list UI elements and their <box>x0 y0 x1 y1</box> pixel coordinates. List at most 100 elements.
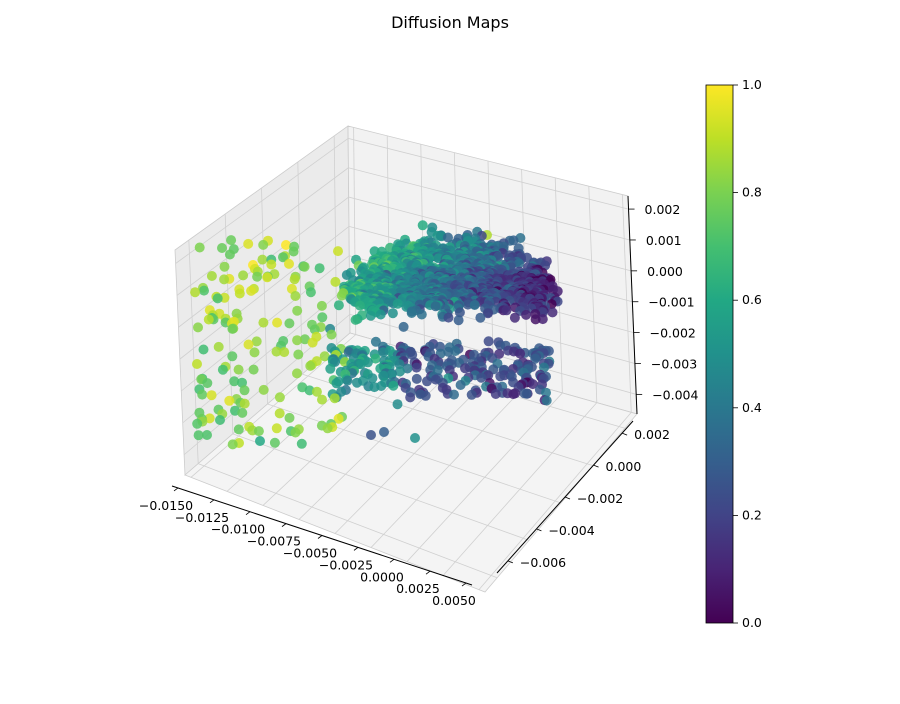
scatter-point <box>288 246 299 257</box>
x-tick-mark <box>353 547 359 551</box>
scatter-point <box>238 270 249 281</box>
scatter-point <box>202 378 213 389</box>
scatter-point <box>411 373 422 384</box>
scatter-point <box>202 430 212 440</box>
scatter-point <box>219 274 230 285</box>
scatter-point <box>398 321 409 332</box>
scatter-point <box>192 359 202 369</box>
scatter-point <box>296 438 307 449</box>
scatter-point <box>402 363 413 374</box>
scatter-point <box>454 307 465 318</box>
scatter-point <box>284 258 294 269</box>
scatter-point <box>370 336 381 347</box>
scatter-point <box>411 362 422 373</box>
scatter-point <box>350 314 361 325</box>
scatter-point <box>258 384 269 395</box>
scatter-point <box>410 433 420 443</box>
x-grid-line-vertical <box>588 186 598 403</box>
x-tick-label: −0.0050 <box>283 546 337 561</box>
scatter-point <box>375 309 386 320</box>
z-tick-label: −0.002 <box>650 326 696 341</box>
scatter-point <box>248 364 259 375</box>
y-tick-label: −0.004 <box>548 523 594 538</box>
scatter-point <box>266 259 277 270</box>
scatter-point <box>455 380 466 390</box>
scatter-point <box>501 305 512 316</box>
scatter-point <box>253 426 264 437</box>
scatter-point <box>530 353 541 364</box>
x-tick-label: −0.0125 <box>175 510 229 525</box>
scatter-point <box>252 271 263 282</box>
scatter-point <box>331 378 342 389</box>
scatter-point <box>475 312 486 323</box>
scatter-point <box>483 308 493 319</box>
scatter-point <box>490 389 501 399</box>
scatter-point <box>219 261 230 272</box>
scatter-point <box>292 368 302 379</box>
scatter-point <box>317 312 328 323</box>
z-tick-label: 0.002 <box>645 202 681 217</box>
scatter-point <box>326 329 337 340</box>
y-tick-label: −0.006 <box>520 555 566 570</box>
x-tick-mark <box>317 535 323 539</box>
scatter-point <box>333 300 344 311</box>
scatter-point <box>299 334 310 345</box>
y-tick-label: 0.000 <box>606 459 642 474</box>
scatter-point <box>333 413 344 424</box>
scatter-point <box>194 242 205 253</box>
scatter-points <box>190 220 563 450</box>
scatter-point <box>251 336 262 347</box>
scatter-point <box>284 318 295 329</box>
scatter-point <box>406 308 417 318</box>
scatter-point <box>262 272 273 283</box>
scatter-point <box>330 276 341 287</box>
x-tick-label: −0.0075 <box>247 534 301 549</box>
scatter-point <box>274 392 285 403</box>
scatter-point <box>521 309 532 320</box>
scatter-point <box>469 300 480 310</box>
scatter-point <box>449 389 459 400</box>
scatter-point <box>239 398 250 409</box>
scatter-point <box>224 395 235 406</box>
scatter-point <box>193 430 204 441</box>
y-tick-mark <box>593 464 599 468</box>
x-tick-mark <box>245 511 251 516</box>
scatter-point <box>217 243 227 253</box>
scatter-point <box>495 371 506 382</box>
scatter-point <box>394 366 405 377</box>
y-grid-line-vertical <box>261 187 268 405</box>
scatter-point <box>305 360 316 371</box>
x-tick-mark <box>281 523 287 527</box>
scatter-point <box>460 363 470 374</box>
scatter-point <box>255 436 265 446</box>
scatter-point <box>307 337 318 348</box>
scatter-point <box>367 373 378 384</box>
scatter-point <box>394 359 405 370</box>
scatter-point <box>299 261 310 272</box>
scatter-point <box>355 359 366 370</box>
x-grid-line-vertical <box>554 177 563 393</box>
scatter-point <box>342 375 353 386</box>
scatter-point <box>229 376 240 387</box>
scatter-point <box>392 298 403 309</box>
scatter-point <box>366 430 376 440</box>
x-tick-label: −0.0100 <box>211 522 265 537</box>
z-tick-label: −0.001 <box>648 295 694 310</box>
scatter-point <box>199 285 209 296</box>
scatter-point <box>530 314 541 325</box>
colorbar-tick-label: 1.0 <box>742 77 762 92</box>
scatter-point <box>316 300 327 311</box>
scatter-point <box>355 300 365 311</box>
scatter-point <box>336 290 347 301</box>
scatter-point <box>203 314 214 325</box>
z-grid-line <box>176 167 349 296</box>
scatter-point <box>274 408 285 419</box>
scatter-point <box>237 377 247 388</box>
z-grid-line <box>348 138 629 210</box>
scatter-point <box>258 239 269 250</box>
scatter-point <box>197 389 208 400</box>
colorbar-tick-label: 0.6 <box>742 292 762 307</box>
scatter-point <box>333 246 343 257</box>
y-tick-mark <box>536 528 542 532</box>
